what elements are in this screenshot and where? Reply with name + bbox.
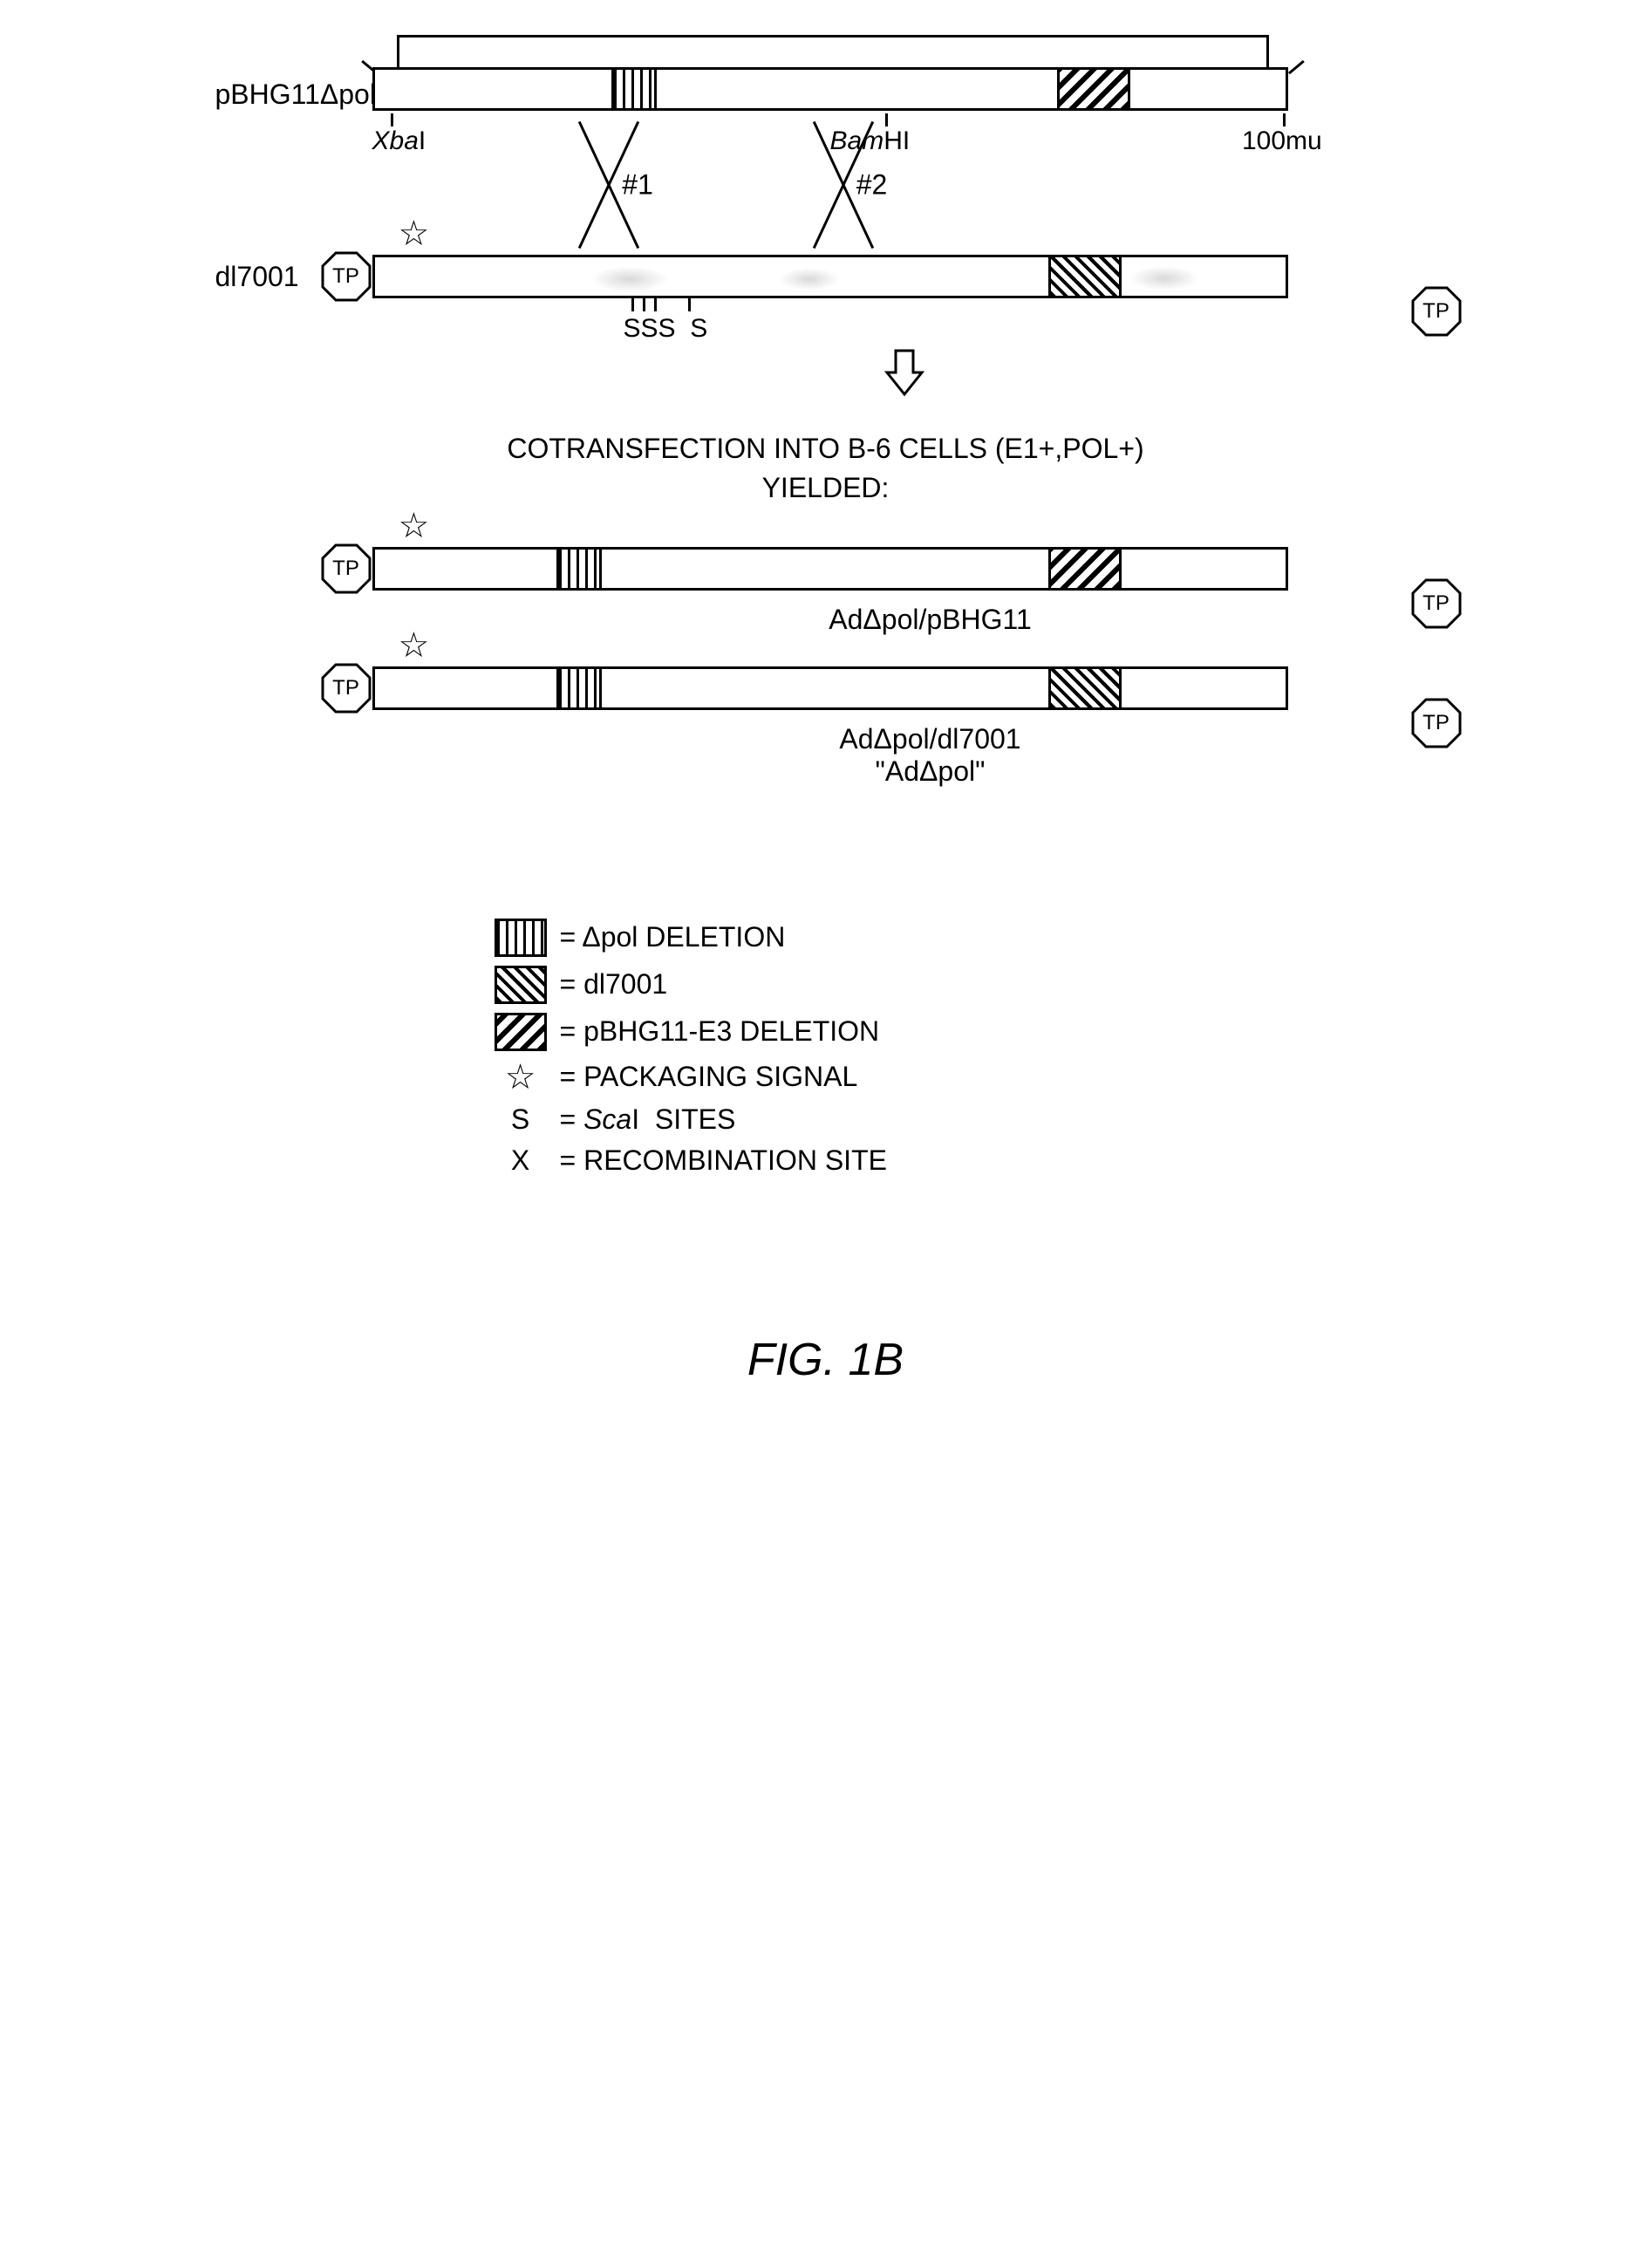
packaging-signal-3: ☆ [399, 628, 430, 663]
bhg11-e3-mark-r1 [1048, 550, 1122, 588]
recombination-x2: #2 [808, 120, 878, 250]
result1-label: AdΔpol/pBHG11 [425, 604, 1436, 636]
result2-row: TP ☆ TP [215, 662, 1436, 714]
legend-bhg11e3: = pBHG11-E3 DELETION [495, 1013, 1436, 1051]
arrow-down [372, 346, 1436, 403]
result1-row: TP ☆ TP [215, 543, 1436, 595]
legend-scal: S = ScaI SITES [495, 1103, 1436, 1136]
packaging-signal-1: ☆ [399, 216, 430, 251]
tp-right-1: TP [1410, 285, 1463, 338]
figure-container: pBHG11Δpol XbaI BamHI 100mu #1 [215, 35, 1436, 1386]
delta-pol-mark-r2 [556, 669, 602, 707]
result2-label: AdΔpol/dl7001 "AdΔpol" [425, 723, 1436, 788]
legend-recomb: X = RECOMBINATION SITE [495, 1144, 1436, 1177]
tp-right-3: TP [1410, 697, 1463, 749]
dl7001-row: dl7001 TP ☆ [215, 250, 1436, 303]
pbhg11-bar [372, 67, 1288, 111]
dl7001-bar [372, 255, 1288, 298]
recombination-area: #1 #2 [372, 120, 1436, 250]
dl7001-label: dl7001 [215, 261, 320, 293]
result1-bar [372, 547, 1288, 591]
delta-pol-mark-r1 [556, 550, 602, 588]
tp-left-2: TP [320, 543, 372, 595]
result2-bar [372, 666, 1288, 710]
tp-left-3: TP [320, 662, 372, 714]
cotransfection-text: COTRANSFECTION INTO B-6 CELLS (E1+,POL+)… [215, 429, 1436, 508]
pbhg11-row: pBHG11Δpol XbaI BamHI 100mu [215, 35, 1436, 111]
legend: = Δpol DELETION = dl7001 = pBHG11-E3 DEL… [495, 919, 1436, 1177]
packaging-signal-2: ☆ [399, 509, 430, 543]
legend-packagingsignal: ☆ = PACKAGING SIGNAL [495, 1060, 1436, 1095]
x1-label: #1 [622, 169, 653, 202]
bhg11-e3-deletion-mark [1057, 70, 1130, 108]
legend-dl7001: = dl7001 [495, 966, 1436, 1004]
delta-pol-deletion-mark [611, 70, 657, 108]
dl7001-deletion-mark [1048, 257, 1122, 296]
legend-deltapol: = Δpol DELETION [495, 919, 1436, 957]
figure-caption: FIG. 1B [215, 1334, 1436, 1386]
tp-left-1: TP [320, 250, 372, 303]
recombination-x1: #1 [574, 120, 644, 250]
pbhg11-label: pBHG11Δpol [215, 79, 372, 111]
tp-right-2: TP [1410, 577, 1463, 630]
x2-label: #2 [856, 169, 888, 202]
plasmid-overhang-wrap [372, 35, 1288, 70]
dl7001-mark-r2 [1048, 669, 1122, 707]
scal-sites: SSS S [629, 298, 708, 344]
